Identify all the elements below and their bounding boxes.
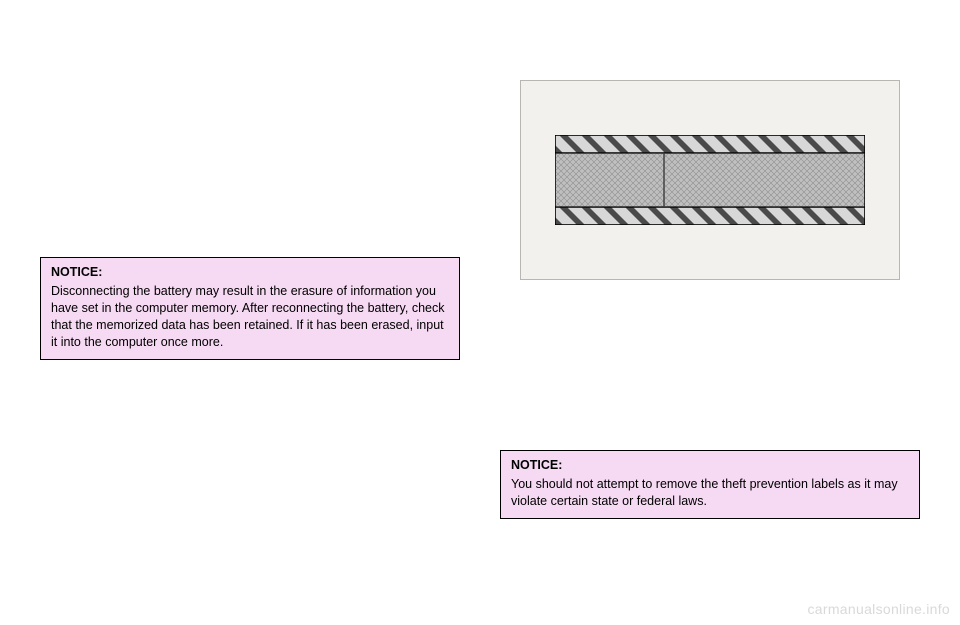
theft-label-notice-box: NOTICE: You should not attempt to remove… <box>500 450 920 519</box>
right-column: NOTICE: You should not attempt to remove… <box>500 20 920 605</box>
notice-body: Disconnecting the battery may result in … <box>51 284 444 349</box>
theft-label-figure <box>520 80 900 280</box>
notice-title: NOTICE: <box>51 264 449 281</box>
label-svg <box>555 135 865 225</box>
columns: NOTICE: Disconnecting the battery may re… <box>40 20 920 605</box>
watermark: carmanualsonline.info <box>808 601 951 617</box>
theft-label-graphic <box>555 135 865 225</box>
page: NOTICE: Disconnecting the battery may re… <box>0 0 960 625</box>
left-column: NOTICE: Disconnecting the battery may re… <box>40 20 460 605</box>
notice-title: NOTICE: <box>511 457 909 474</box>
battery-notice-box: NOTICE: Disconnecting the battery may re… <box>40 257 460 359</box>
notice-body: You should not attempt to remove the the… <box>511 477 898 508</box>
